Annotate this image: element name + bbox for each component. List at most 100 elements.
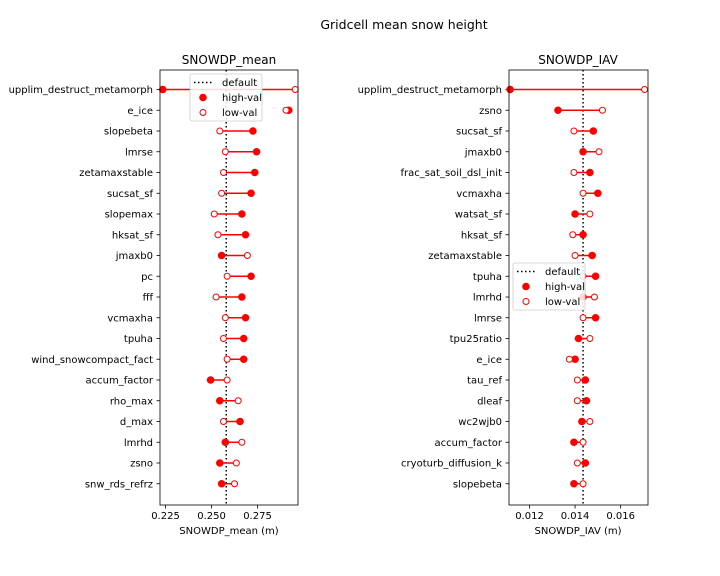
right-chart-xlabel: SNOWDP_IAV (m) [534,526,621,537]
low-val-point [219,169,227,176]
high-val-point [588,251,596,260]
high-val-point [247,189,255,198]
low-val-point [590,293,598,301]
high-val-point [591,272,600,281]
high-val-point [158,85,167,94]
y-tick-label: zetamaxstable [79,168,153,179]
y-tick-label: sucsat_sf [456,127,503,138]
low-val-point [218,189,226,197]
y-tick-label: frac_sat_soil_dsl_init [400,168,502,179]
y-tick-label: lmrhd [124,438,153,449]
y-tick-label: lmrse [125,147,153,158]
legend: default high-val low-val [189,73,263,122]
legend-label: low-val [222,108,257,119]
legend-box [512,262,586,311]
low-val-point [291,86,299,93]
legend-high-val-swatch [199,93,207,102]
low-val-point [216,127,224,135]
low-val-point [586,335,594,342]
y-tick-label: vcmaxha [107,313,153,324]
high-val-point [554,106,562,115]
legend-label: low-val [545,297,580,308]
low-val-point [573,376,581,384]
low-val-point [598,106,606,114]
y-tick-label: slopebeta [453,479,502,490]
low-val-point [232,459,240,467]
low-val-point [221,314,229,322]
low-val-point [214,231,222,239]
low-val-point [223,272,231,280]
low-val-point [234,397,242,405]
y-tick-label: d_max [120,417,153,428]
low-val-point [579,314,587,322]
low-val-point [573,397,581,405]
high-val-point [252,147,261,156]
figure-title: Gridcell mean snow height [320,17,487,32]
low-val-point [569,231,577,239]
high-val-point [586,168,594,177]
axes-frame [508,69,649,506]
y-tick-label: slopebeta [104,127,153,138]
legend-label: default [222,78,257,89]
high-val-point [570,479,578,488]
low-val-point [573,459,581,467]
legend-low-val-swatch [522,298,530,305]
high-val-point [574,334,583,343]
y-tick-label: hksat_sf [461,230,503,241]
y-tick-label: tpuha [473,272,502,283]
high-val-point [581,376,590,384]
high-val-point [241,313,250,322]
legend-low-val-swatch [199,109,207,116]
y-tick-label: lmrhd [473,293,502,304]
low-val-point [579,480,587,488]
high-val-point [506,85,514,94]
low-val-point [571,252,579,259]
y-tick-label: vcmaxha [456,189,502,200]
y-tick-label: cryoturb_diffusion_k [401,459,502,470]
y-tick-label: upplim_destruct_metamorph [358,85,502,96]
y-tick-label: jmaxb0 [115,251,153,262]
y-tick-label: slopemax [105,210,153,221]
legend-label: high-val [545,282,585,293]
y-tick-label: wc2wjb0 [458,417,502,428]
low-val-point [238,438,246,446]
x-tick-label: 0.275 [243,511,272,522]
low-val-point [231,480,239,488]
low-val-point [579,438,587,446]
y-tick-label: tau_ref [467,376,502,387]
high-val-point [581,459,590,467]
high-val-point [217,251,226,260]
high-val-point [571,210,579,218]
x-tick-label: 0.225 [151,511,180,522]
high-val-point [238,210,246,218]
high-val-point [249,127,257,135]
low-val-point [282,106,290,114]
low-val-point [570,169,578,176]
y-tick-label: pc [141,272,153,283]
left-chart-xlabel: SNOWDP_mean (m) [179,526,278,537]
low-val-point [212,293,220,301]
left-chart: SNOWDP_mean SNOWDP_mean (m) upplim_destr… [9,53,299,537]
low-val-point [565,355,573,363]
high-val-point [578,417,586,426]
high-val-point [238,293,246,301]
y-tick-label: e_ice [476,355,502,366]
low-val-point [221,148,229,156]
y-tick-label: rho_max [110,396,153,407]
high-val-point [216,459,224,467]
high-val-point [579,147,587,156]
low-val-point [586,418,594,425]
low-val-point [641,86,649,93]
high-val-point [206,376,215,384]
x-tick-label: 0.012 [515,511,544,522]
right-chart-title: SNOWDP_IAV [538,53,618,67]
high-val-point [217,479,226,488]
low-val-point [243,252,251,259]
low-val-point [219,335,227,342]
y-tick-label: accum_factor [435,438,503,449]
y-tick-label: e_ice [127,106,153,117]
y-tick-label: zetamaxstable [428,251,502,262]
high-val-point [241,230,250,239]
high-val-point [594,189,602,198]
